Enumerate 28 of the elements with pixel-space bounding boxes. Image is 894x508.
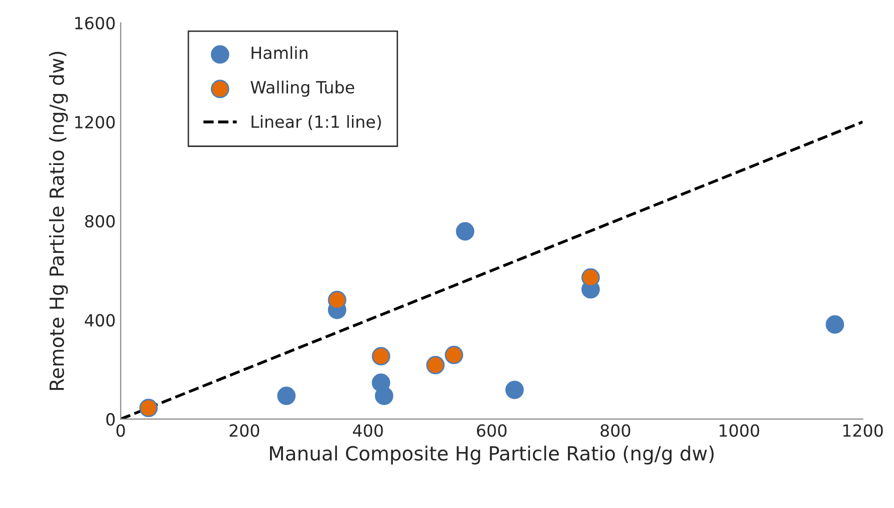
legend-label: Hamlin (252, 46, 308, 60)
y-tick-label: 400 (84, 314, 115, 327)
point (505, 380, 524, 400)
point (826, 315, 844, 334)
x-tick-label: 400 (352, 424, 383, 437)
point (374, 386, 394, 406)
legend-label: Walling Tube (250, 80, 354, 97)
point (456, 222, 474, 241)
point (139, 398, 158, 418)
y-tick-label: 800 (85, 214, 115, 228)
x-tick-label: 1200 (843, 424, 883, 437)
point (426, 356, 445, 374)
y-tick-label: 1200 (75, 116, 115, 128)
point (581, 268, 600, 287)
x-tick-label: 800 (600, 424, 630, 437)
x-tick-label: 1000 (720, 424, 760, 437)
point (444, 346, 464, 364)
legend-label: Linear (1:1 line) (252, 115, 381, 130)
x-tick-label: 0 (116, 424, 125, 437)
x-tick-label: 200 (230, 424, 260, 437)
y-axis-title: Remote Hg Particle Ratio (ng/g dw) (49, 52, 68, 390)
point (328, 290, 346, 310)
x-axis-title: Manual Composite Hg Particle Ratio (ng/g dw) (270, 446, 714, 464)
point (372, 346, 390, 366)
y-tick-label: 0 (106, 413, 115, 426)
x-tick-label: 600 (476, 424, 506, 437)
point (277, 386, 296, 406)
y-tick-label: 1600 (75, 16, 115, 30)
